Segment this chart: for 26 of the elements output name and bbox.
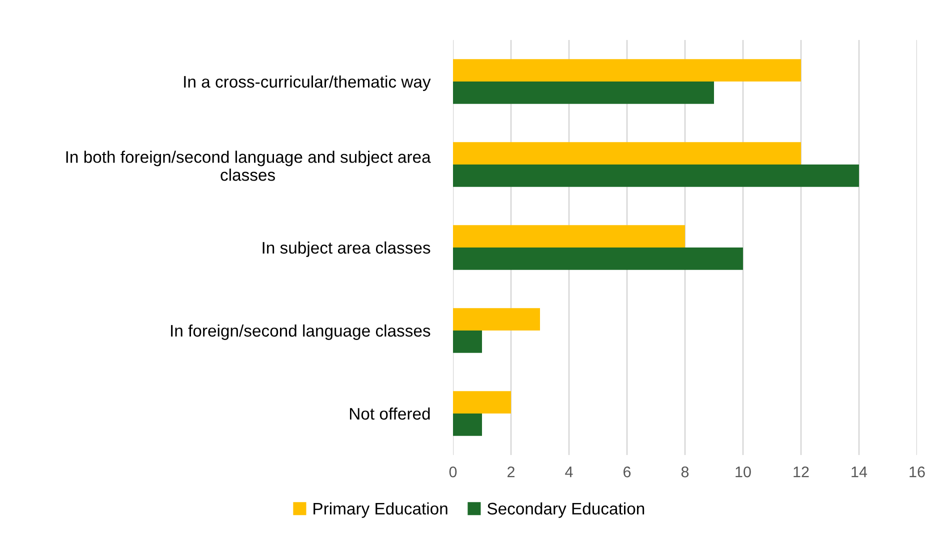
x-tick-label: 16	[910, 466, 925, 478]
legend-label: Primary Education	[314, 502, 448, 518]
x-tick-label: 4	[565, 466, 573, 478]
bar	[453, 330, 482, 353]
y-tick-label: Not offered	[350, 407, 430, 420]
bar	[453, 59, 801, 82]
x-tick-label: 6	[624, 466, 631, 478]
x-tick-label: 0	[449, 466, 457, 478]
y-tick-label: In a cross-curricular/thematic way	[184, 75, 431, 91]
bar	[453, 82, 714, 104]
legend-label: Secondary Education	[487, 502, 644, 518]
x-tick-label: 14	[852, 466, 868, 478]
x-tick-label: 8	[681, 466, 689, 478]
y-tick-label: In foreign/second language classes	[171, 324, 430, 340]
bar	[453, 308, 540, 330]
x-tick-label: 12	[794, 466, 809, 478]
bar	[453, 142, 801, 164]
bar	[453, 225, 685, 248]
x-tick-label: 10	[736, 466, 751, 478]
y-tick-label: In subject area classes	[262, 241, 430, 257]
bar	[453, 414, 482, 436]
x-tick-label: 2	[508, 466, 514, 478]
bar	[453, 248, 743, 270]
bar	[453, 164, 859, 187]
y-tick-label: In both foreign/second language and subject area classes	[66, 150, 431, 181]
bar	[453, 391, 511, 414]
